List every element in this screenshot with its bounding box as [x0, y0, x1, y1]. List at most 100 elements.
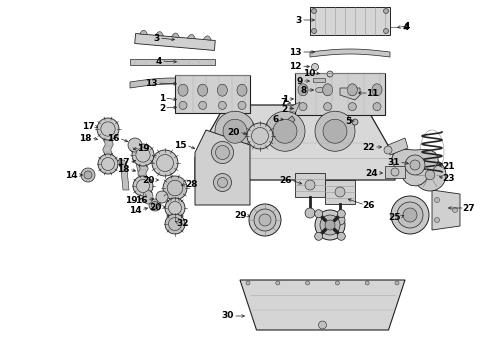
Ellipse shape	[265, 111, 305, 151]
Ellipse shape	[305, 208, 315, 218]
Text: 27: 27	[462, 203, 475, 212]
Ellipse shape	[373, 103, 381, 111]
Ellipse shape	[214, 174, 231, 192]
Bar	[130, 59, 215, 65]
Ellipse shape	[149, 199, 161, 211]
Polygon shape	[187, 35, 196, 39]
Ellipse shape	[384, 146, 392, 154]
Ellipse shape	[156, 191, 168, 203]
Text: 12: 12	[290, 62, 302, 71]
Text: 15: 15	[174, 140, 187, 149]
Text: 2: 2	[159, 104, 165, 112]
Text: 23: 23	[442, 174, 455, 183]
Ellipse shape	[167, 180, 183, 196]
Ellipse shape	[238, 102, 246, 109]
Polygon shape	[310, 49, 390, 57]
Polygon shape	[432, 190, 460, 230]
Ellipse shape	[384, 9, 389, 14]
Polygon shape	[388, 138, 408, 155]
Ellipse shape	[315, 111, 355, 151]
Polygon shape	[103, 130, 113, 165]
Polygon shape	[130, 150, 142, 172]
Text: 26: 26	[362, 201, 374, 210]
Bar	[313, 78, 325, 82]
Ellipse shape	[372, 84, 382, 96]
Ellipse shape	[335, 187, 345, 197]
Ellipse shape	[347, 84, 357, 96]
Ellipse shape	[414, 159, 446, 191]
Text: 1: 1	[282, 95, 288, 104]
Ellipse shape	[178, 84, 188, 96]
Text: 28: 28	[185, 180, 197, 189]
Polygon shape	[155, 32, 164, 36]
Ellipse shape	[97, 118, 119, 140]
Bar	[385, 166, 405, 178]
Text: 11: 11	[366, 89, 378, 98]
Ellipse shape	[165, 214, 185, 234]
Text: 19: 19	[137, 144, 149, 153]
Polygon shape	[130, 78, 215, 88]
Ellipse shape	[312, 9, 317, 14]
Text: 10: 10	[303, 68, 315, 77]
Ellipse shape	[337, 210, 345, 218]
Ellipse shape	[179, 102, 187, 109]
Ellipse shape	[247, 123, 273, 149]
Text: 26: 26	[279, 176, 292, 185]
Text: 32: 32	[176, 219, 189, 228]
Polygon shape	[392, 149, 438, 186]
Ellipse shape	[325, 220, 335, 230]
Ellipse shape	[101, 122, 115, 136]
Text: 25: 25	[389, 212, 401, 221]
Text: 24: 24	[366, 168, 378, 177]
Polygon shape	[135, 33, 215, 50]
Polygon shape	[195, 105, 395, 180]
Ellipse shape	[397, 202, 423, 228]
Ellipse shape	[320, 215, 340, 235]
Polygon shape	[138, 155, 148, 187]
Text: 18: 18	[118, 165, 130, 174]
Ellipse shape	[318, 321, 326, 329]
Text: 3: 3	[154, 33, 160, 42]
Ellipse shape	[81, 168, 95, 182]
Text: 8: 8	[301, 86, 307, 95]
Ellipse shape	[315, 210, 323, 218]
Ellipse shape	[254, 209, 276, 231]
Text: 20: 20	[228, 127, 240, 136]
Ellipse shape	[198, 102, 207, 109]
Text: 19: 19	[125, 195, 138, 204]
Ellipse shape	[435, 217, 440, 222]
Ellipse shape	[395, 281, 399, 285]
Ellipse shape	[348, 103, 356, 111]
Ellipse shape	[133, 176, 153, 196]
Text: 16: 16	[107, 134, 120, 143]
Ellipse shape	[323, 119, 347, 143]
Text: 22: 22	[363, 143, 375, 152]
Polygon shape	[118, 160, 129, 190]
Text: 29: 29	[234, 211, 247, 220]
Bar	[175, 75, 250, 113]
Text: 16: 16	[136, 195, 148, 204]
Polygon shape	[195, 130, 250, 205]
Polygon shape	[140, 30, 147, 35]
Ellipse shape	[132, 144, 154, 166]
Text: 6: 6	[273, 114, 279, 123]
Ellipse shape	[323, 84, 333, 96]
Text: 13: 13	[146, 78, 158, 87]
Text: 4: 4	[404, 22, 410, 31]
Polygon shape	[172, 33, 179, 37]
Ellipse shape	[384, 28, 389, 33]
Ellipse shape	[136, 148, 150, 162]
Ellipse shape	[197, 84, 208, 96]
Ellipse shape	[425, 170, 435, 180]
Text: 17: 17	[82, 122, 95, 131]
Ellipse shape	[251, 127, 269, 144]
Text: 14: 14	[65, 171, 78, 180]
Bar	[310, 7, 390, 35]
Ellipse shape	[315, 232, 323, 240]
Text: 18: 18	[79, 134, 92, 143]
Polygon shape	[240, 280, 405, 330]
Ellipse shape	[169, 217, 181, 230]
Text: 4: 4	[403, 23, 409, 32]
Ellipse shape	[403, 208, 417, 222]
Text: 17: 17	[118, 158, 130, 166]
